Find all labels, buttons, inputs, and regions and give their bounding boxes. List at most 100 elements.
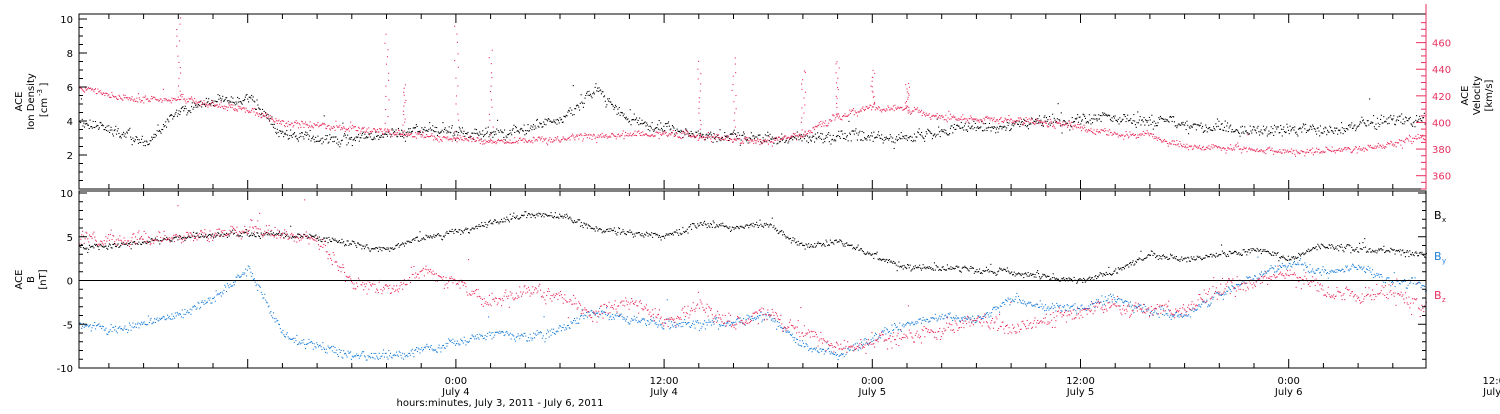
data-point — [1218, 254, 1220, 256]
data-point — [297, 138, 299, 140]
data-point — [245, 107, 247, 109]
data-point — [396, 244, 398, 246]
data-point — [703, 222, 705, 224]
data-point — [414, 127, 416, 129]
data-point — [1186, 120, 1188, 122]
data-point — [214, 236, 216, 238]
data-point — [209, 233, 211, 235]
data-point — [240, 102, 242, 104]
data-point — [205, 105, 207, 107]
data-point — [388, 72, 390, 74]
data-point — [1352, 127, 1354, 129]
data-point — [574, 221, 576, 223]
data-point — [1269, 253, 1271, 255]
data-point — [503, 217, 505, 219]
data-point — [631, 135, 633, 137]
data-point — [263, 232, 265, 234]
data-point — [561, 138, 563, 140]
data-point — [885, 138, 887, 140]
data-point — [939, 136, 941, 138]
data-point — [747, 224, 749, 226]
data-point — [865, 106, 867, 108]
data-point — [1090, 128, 1092, 130]
data-point — [847, 140, 849, 142]
data-point — [341, 139, 343, 141]
data-point — [692, 223, 694, 225]
data-point — [1247, 251, 1249, 253]
data-point — [540, 123, 542, 125]
data-point — [380, 247, 382, 249]
data-point — [943, 119, 945, 121]
data-point — [773, 142, 775, 144]
data-point — [1277, 126, 1279, 128]
data-point — [1385, 146, 1387, 148]
data-point — [422, 238, 424, 240]
data-point — [250, 234, 252, 236]
data-point — [1201, 259, 1203, 261]
data-point — [425, 234, 427, 236]
data-point — [781, 230, 783, 232]
data-point — [628, 135, 630, 137]
data-point — [949, 113, 951, 115]
data-point — [94, 243, 96, 245]
data-point — [878, 131, 880, 133]
data-point — [572, 133, 574, 135]
data-point — [675, 130, 677, 132]
data-point — [915, 108, 917, 110]
data-point — [1379, 124, 1381, 126]
data-point — [1337, 133, 1339, 135]
data-point — [157, 124, 159, 126]
data-point — [619, 228, 621, 230]
data-point — [1159, 138, 1161, 140]
data-point — [1160, 255, 1162, 257]
data-point — [576, 135, 578, 137]
data-point — [814, 141, 816, 143]
data-point — [718, 224, 720, 226]
data-point — [756, 221, 758, 223]
data-point — [1350, 151, 1352, 153]
data-point — [1419, 137, 1421, 139]
data-point — [889, 261, 891, 263]
data-point — [724, 135, 726, 137]
data-point — [1099, 115, 1101, 117]
data-point — [1184, 122, 1186, 124]
data-point — [528, 213, 530, 215]
data-point — [1373, 115, 1375, 117]
data-point — [426, 134, 428, 136]
data-point — [838, 113, 840, 115]
data-point — [1176, 140, 1178, 142]
data-point — [814, 128, 816, 130]
data-point — [465, 138, 467, 140]
data-point — [239, 235, 241, 237]
data-point — [917, 132, 919, 134]
data-point — [878, 135, 880, 137]
data-point — [1129, 262, 1131, 264]
data-point — [473, 228, 475, 230]
data-point — [725, 225, 727, 227]
data-point — [854, 247, 856, 249]
data-point — [265, 113, 267, 115]
data-point — [619, 136, 621, 138]
data-point — [197, 106, 199, 108]
data-point — [870, 85, 872, 87]
data-point — [1144, 257, 1146, 259]
data-point — [520, 127, 522, 129]
data-point — [596, 90, 598, 92]
data-point — [965, 121, 967, 123]
data-point — [308, 138, 310, 140]
data-point — [1133, 134, 1135, 136]
data-point — [1100, 129, 1102, 131]
data-point — [818, 243, 820, 245]
data-point — [164, 99, 166, 101]
data-point — [1260, 248, 1262, 250]
data-point — [167, 119, 169, 121]
data-point — [1370, 147, 1372, 149]
data-point — [1397, 116, 1399, 118]
data-point — [867, 107, 869, 109]
data-point — [953, 123, 955, 125]
data-point — [1001, 121, 1003, 123]
data-point — [434, 126, 436, 128]
data-point — [1339, 150, 1341, 152]
data-point — [525, 139, 527, 141]
data-point — [615, 233, 617, 235]
